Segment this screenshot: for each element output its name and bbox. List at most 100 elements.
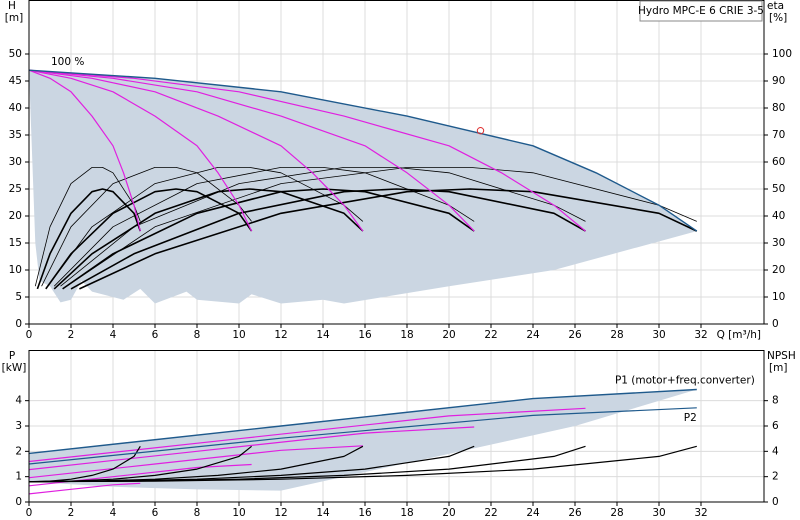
x-axis-label: Q [m³/h] (717, 329, 761, 341)
y-axis-label: P (9, 350, 15, 362)
y-tick-label: 5 (15, 291, 22, 303)
x-tick-label: 10 (232, 329, 245, 341)
x-tick-label: 24 (526, 507, 540, 519)
operating-area (29, 389, 697, 491)
x-tick-label: 14 (316, 329, 330, 341)
y-tick-label: 0 (15, 318, 22, 330)
x-tick-label: 22 (484, 507, 497, 519)
x-tick-label: 28 (610, 329, 623, 341)
x-tick-label: 10 (232, 507, 245, 519)
y2-tick-label: 20 (772, 264, 785, 276)
curve (62, 188, 475, 290)
y-axis-unit: [m] (5, 12, 23, 24)
curve (28, 407, 586, 463)
curve (60, 167, 586, 287)
x-tick-label: 4 (110, 329, 117, 341)
curve-label: P2 (684, 412, 697, 424)
x-tick-label: 4 (110, 507, 117, 519)
y-tick-label: 0 (15, 496, 22, 508)
operating-area (29, 70, 697, 304)
x-tick-label: 2 (68, 329, 75, 341)
curve (28, 69, 364, 232)
curve (28, 426, 475, 471)
y-tick-label: 1 (15, 471, 22, 483)
x-tick-label: 16 (358, 329, 372, 341)
curve (47, 167, 364, 287)
y-tick-label: 45 (9, 75, 22, 87)
curve (28, 69, 141, 232)
y2-tick-label: 0 (772, 318, 779, 330)
y-tick-label: 50 (9, 48, 22, 60)
y2-tick-label: 90 (772, 75, 785, 87)
y-tick-label: 10 (9, 264, 22, 276)
curve (28, 407, 697, 465)
x-tick-label: 20 (442, 329, 455, 341)
curve (36, 188, 142, 290)
x-tick-label: 6 (152, 329, 159, 341)
plot-frame (28, 0, 765, 325)
y-tick-label: 2 (15, 445, 22, 457)
y2-axis-unit: [m] (769, 362, 787, 374)
y2-tick-label: 60 (772, 156, 785, 168)
x-tick-label: 26 (568, 329, 582, 341)
x-tick-label: 8 (194, 507, 201, 519)
y-axis-unit: [kW] (2, 362, 27, 374)
y2-axis-label: eta (767, 0, 784, 12)
x-tick-label: 20 (442, 507, 455, 519)
curve (28, 69, 475, 232)
y2-axis-label: NPSH (767, 350, 796, 362)
y-tick-label: 35 (9, 129, 22, 141)
x-tick-label: 2 (68, 507, 75, 519)
curve (28, 482, 141, 495)
x-tick-label: 24 (526, 329, 540, 341)
y-axis-label: H (8, 0, 16, 12)
x-tick-label: 0 (26, 507, 33, 519)
y2-tick-label: 4 (772, 445, 779, 457)
curve (28, 69, 253, 232)
chart-title: Hydro MPC-E 6 CRIE 3-5 (638, 5, 764, 17)
y2-tick-label: 40 (772, 210, 785, 222)
x-tick-label: 8 (194, 329, 201, 341)
x-tick-label: 0 (26, 329, 33, 341)
y-tick-label: 40 (9, 102, 22, 114)
curve (70, 188, 586, 290)
curve (66, 167, 697, 287)
x-tick-label: 12 (274, 329, 287, 341)
y-tick-label: 4 (15, 395, 22, 407)
curve (34, 167, 141, 287)
curve (28, 445, 363, 479)
x-tick-label: 12 (274, 507, 287, 519)
y2-tick-label: 100 (772, 48, 792, 60)
y2-tick-label: 8 (772, 395, 779, 407)
y-tick-label: 15 (9, 237, 22, 249)
y2-axis-unit: [%] (769, 12, 787, 24)
y2-tick-label: 50 (772, 183, 785, 195)
x-tick-label: 22 (484, 329, 497, 341)
curve (53, 188, 364, 290)
curve (28, 69, 586, 232)
x-tick-label: 32 (694, 329, 707, 341)
x-tick-label: 14 (316, 507, 330, 519)
curve (53, 167, 475, 287)
x-tick-label: 28 (610, 507, 623, 519)
x-tick-label: 32 (694, 507, 707, 519)
x-tick-label: 6 (152, 507, 159, 519)
curve (79, 188, 698, 290)
y-tick-label: 25 (9, 183, 22, 195)
y-tick-label: 20 (9, 210, 22, 222)
y2-tick-label: 30 (772, 237, 785, 249)
x-tick-label: 18 (400, 507, 413, 519)
curve-label: P1 (motor+freq.converter) (615, 375, 755, 387)
y2-tick-label: 6 (772, 420, 779, 432)
x-tick-label: 16 (358, 507, 372, 519)
y2-tick-label: 10 (772, 291, 785, 303)
x-tick-label: 30 (652, 507, 665, 519)
y-tick-label: 30 (9, 156, 22, 168)
y2-tick-label: 80 (772, 102, 785, 114)
y-tick-label: 3 (15, 420, 22, 432)
x-tick-label: 18 (400, 329, 413, 341)
curve-label: 100 % (51, 56, 84, 68)
duty-point (476, 126, 485, 135)
